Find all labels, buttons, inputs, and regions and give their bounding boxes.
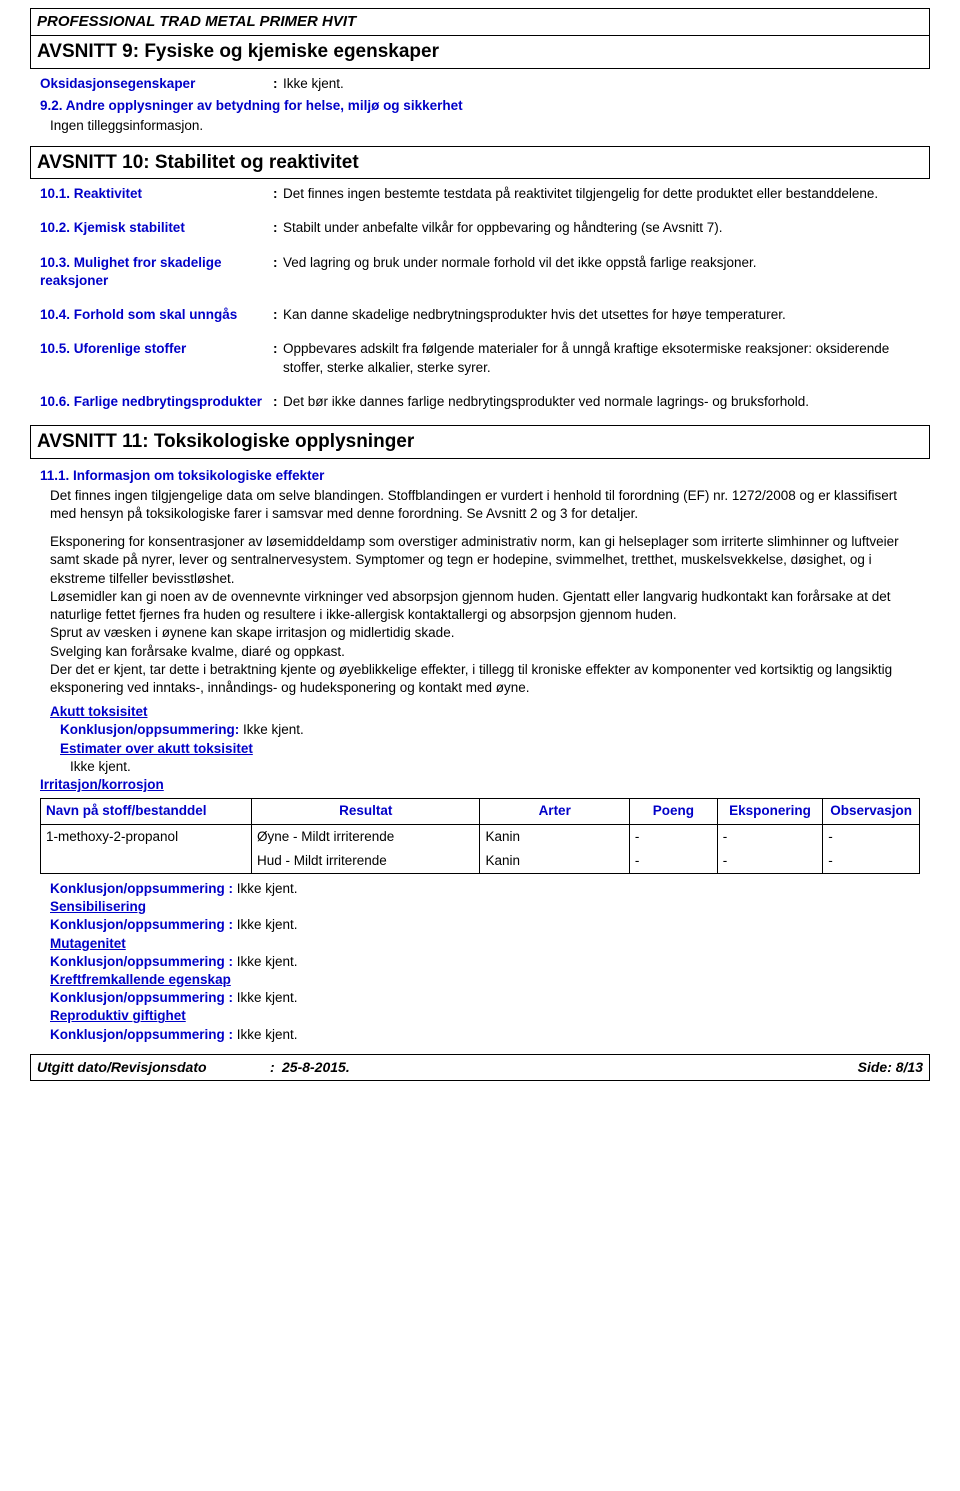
cell-substance <box>41 849 252 874</box>
label-10-4: 10.4. Forhold som skal unngås <box>40 306 273 324</box>
para-5: Der det er kjent, tar dette i betraktnin… <box>50 661 920 697</box>
cell-result: Hud - Mildt irriterende <box>251 849 480 874</box>
colon: : <box>273 393 283 411</box>
konklusjon-value: Ikke kjent. <box>243 722 304 737</box>
colon: : <box>273 340 283 358</box>
value-10-4: Kan danne skadelige nedbrytningsprodukte… <box>283 306 920 324</box>
cell-species: Kanin <box>480 824 629 849</box>
para-3: Sprut av væsken i øynene kan skape irrit… <box>50 624 920 642</box>
table-row: Hud - Mildt irriterende Kanin - - - <box>41 849 920 874</box>
value-10-3: Ved lagring og bruk under normale forhol… <box>283 254 920 272</box>
konklusjon-label: Konklusjon/oppsummering <box>50 990 225 1005</box>
estimater-value: Ikke kjent. <box>70 758 920 776</box>
reproduktiv-heading: Reproduktiv giftighet <box>50 1007 920 1025</box>
value-10-2: Stabilt under anbefalte vilkår for oppbe… <box>283 219 920 237</box>
footer: Utgitt dato/Revisjonsdato : 25-8-2015. S… <box>30 1054 930 1081</box>
para-4: Svelging kan forårsake kvalme, diaré og … <box>50 643 920 661</box>
konklusjon-value: Ikke kjent. <box>237 990 298 1005</box>
footer-label: Utgitt dato/Revisjonsdato <box>37 1058 270 1077</box>
colon: : <box>273 185 283 203</box>
label-10-3: 10.3. Mulighet fror skadelige reaksjoner <box>40 254 273 290</box>
cell-species: Kanin <box>480 849 629 874</box>
estimater-heading: Estimater over akutt toksisitet <box>60 740 920 758</box>
colon: : <box>270 1058 282 1077</box>
cell-exposure: - <box>717 824 822 849</box>
th-navn: Navn på stoff/bestanddel <box>41 799 252 824</box>
label-10-1: 10.1. Reaktivitet <box>40 185 273 203</box>
cell-observation: - <box>823 849 920 874</box>
table-row: 1-methoxy-2-propanol Øyne - Mildt irrite… <box>41 824 920 849</box>
konklusjon-label: Konklusjon/oppsummering <box>50 917 225 932</box>
para-1: Eksponering for konsentrasjoner av løsem… <box>50 533 920 588</box>
para-2: Løsemidler kan gi noen av de ovennevnte … <box>50 588 920 624</box>
irritasjon-table: Navn på stoff/bestanddel Resultat Arter … <box>40 798 920 874</box>
section-11-heading: AVSNITT 11: Toksikologiske opplysninger <box>30 425 930 459</box>
label-10-6: 10.6. Farlige nedbrytingsprodukter <box>40 393 273 411</box>
footer-page: Side: 8/13 <box>858 1058 923 1077</box>
sensibilisering-heading: Sensibilisering <box>50 898 920 916</box>
label-10-2: 10.2. Kjemisk stabilitet <box>40 219 273 237</box>
intro-para: Det finnes ingen tilgjengelige data om s… <box>50 487 920 523</box>
section-9-heading: AVSNITT 9: Fysiske og kjemiske egenskape… <box>30 35 930 69</box>
konklusjon-label: Konklusjon/oppsummering <box>50 954 225 969</box>
th-observasjon: Observasjon <box>823 799 920 824</box>
cell-score: - <box>629 824 717 849</box>
konklusjon-value: Ikke kjent. <box>237 881 298 896</box>
cell-substance: 1-methoxy-2-propanol <box>41 824 252 849</box>
cell-result: Øyne - Mildt irriterende <box>251 824 480 849</box>
konklusjon-label: Konklusjon/oppsummering <box>60 722 235 737</box>
value-10-6: Det bør ikke dannes farlige nedbrytingsp… <box>283 393 920 411</box>
cell-observation: - <box>823 824 920 849</box>
cell-exposure: - <box>717 849 822 874</box>
oksidasjon-value: Ikke kjent. <box>283 75 920 93</box>
section-11-content: 11.1. Informasjon om toksikologiske effe… <box>30 459 930 1054</box>
colon: : <box>273 75 283 93</box>
sub-9-2: 9.2. Andre opplysninger av betydning for… <box>40 97 920 115</box>
konklusjon-label: Konklusjon/oppsummering <box>50 881 225 896</box>
colon: : <box>273 219 283 237</box>
th-resultat: Resultat <box>251 799 480 824</box>
document-title: PROFESSIONAL TRAD METAL PRIMER HVIT <box>30 8 930 35</box>
konklusjon-label: Konklusjon/oppsummering <box>50 1027 225 1042</box>
value-10-1: Det finnes ingen bestemte testdata på re… <box>283 185 920 203</box>
konklusjon-value: Ikke kjent. <box>237 1027 298 1042</box>
colon: : <box>273 306 283 324</box>
konklusjon-value: Ikke kjent. <box>237 917 298 932</box>
section-9-content: Oksidasjonsegenskaper : Ikke kjent. 9.2.… <box>30 69 930 146</box>
akutt-toksisitet-heading: Akutt toksisitet <box>50 703 920 721</box>
oksidasjon-label: Oksidasjonsegenskaper <box>40 75 273 93</box>
value-10-5: Oppbevares adskilt fra følgende material… <box>283 340 920 376</box>
cell-score: - <box>629 849 717 874</box>
kreft-heading: Kreftfremkallende egenskap <box>50 971 920 989</box>
irritasjon-heading: Irritasjon/korrosjon <box>40 776 920 794</box>
colon: : <box>273 254 283 272</box>
th-eksponering: Eksponering <box>717 799 822 824</box>
th-arter: Arter <box>480 799 629 824</box>
label-10-5: 10.5. Uforenlige stoffer <box>40 340 273 358</box>
no-additional-info: Ingen tilleggsinformasjon. <box>50 117 920 135</box>
th-poeng: Poeng <box>629 799 717 824</box>
mutagenitet-heading: Mutagenitet <box>50 935 920 953</box>
footer-date: 25-8-2015. <box>282 1058 858 1077</box>
section-10-heading: AVSNITT 10: Stabilitet og reaktivitet <box>30 146 930 180</box>
sub-11-1: 11.1. Informasjon om toksikologiske effe… <box>40 467 920 485</box>
section-10-content: 10.1. Reaktivitet : Det finnes ingen bes… <box>30 179 930 425</box>
konklusjon-value: Ikke kjent. <box>237 954 298 969</box>
